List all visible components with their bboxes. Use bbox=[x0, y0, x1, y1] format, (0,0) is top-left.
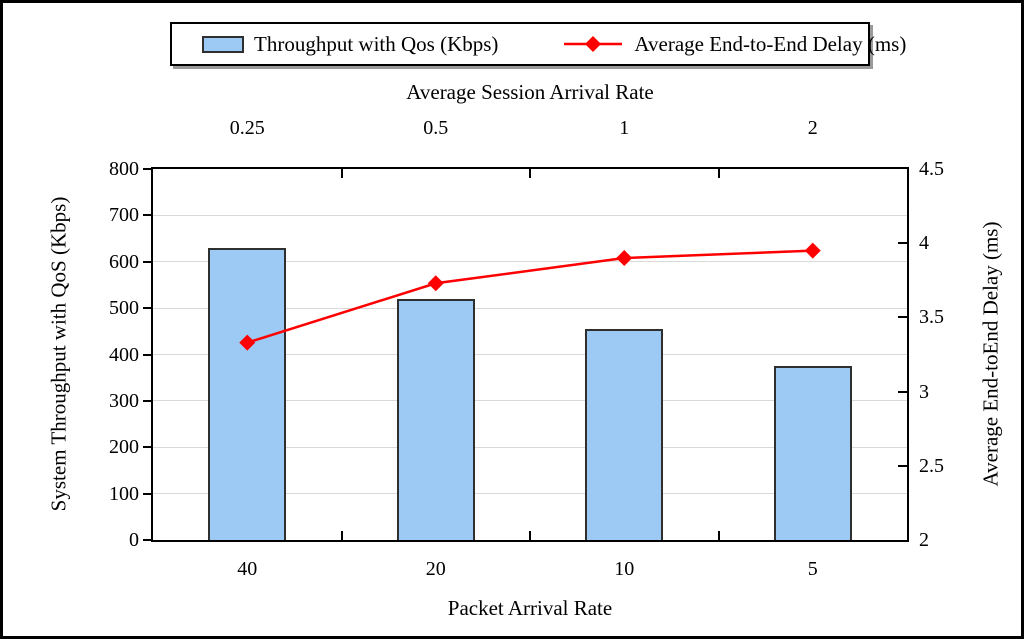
left-axis-tick bbox=[143, 492, 151, 495]
left-axis-tick bbox=[143, 539, 151, 541]
left-axis-tick-label: 100 bbox=[109, 482, 139, 505]
legend-item-delay: Average End-to-End Delay (ms) bbox=[562, 32, 906, 57]
right-axis-title: Average End-toEnd Delay (ms) bbox=[978, 221, 1003, 487]
gridline bbox=[153, 307, 907, 309]
legend-label-delay: Average End-to-End Delay (ms) bbox=[634, 31, 907, 56]
left-axis-tick bbox=[143, 446, 151, 449]
gridline bbox=[153, 493, 907, 495]
bottom-axis-tick-label: 5 bbox=[807, 558, 818, 580]
top-axis-tick-label: 0.25 bbox=[229, 117, 265, 139]
left-axis-tick bbox=[143, 399, 151, 402]
left-axis-tick bbox=[143, 353, 151, 356]
legend: Throughput with Qos (Kbps) Average End-t… bbox=[170, 22, 906, 66]
bar-5 bbox=[773, 366, 852, 540]
bottom-axis-tick-label: 10 bbox=[614, 558, 635, 580]
gridline bbox=[153, 446, 907, 448]
top-axis-tick-label: 0.5 bbox=[423, 117, 449, 139]
bar-20 bbox=[396, 298, 475, 540]
left-axis-tick-label: 300 bbox=[109, 389, 139, 412]
left-axis-tick-label: 0 bbox=[129, 529, 139, 551]
delay-point-40 bbox=[239, 334, 256, 351]
bottom-axis-title: Packet Arrival Rate bbox=[447, 596, 613, 620]
bar-10 bbox=[585, 329, 664, 540]
left-axis-tick-label: 800 bbox=[109, 158, 139, 180]
delay-point-10 bbox=[616, 250, 633, 267]
delay-line-layer bbox=[239, 242, 821, 351]
gridline bbox=[153, 400, 907, 402]
left-axis-title: System Throughput with QoS (Kbps) bbox=[46, 196, 71, 512]
left-axis-tick bbox=[143, 260, 151, 263]
top-axis-tick-label: 1 bbox=[619, 117, 630, 139]
bar-swatch-icon bbox=[202, 35, 244, 53]
left-axis-tick bbox=[143, 168, 151, 170]
right-axis-tick-label: 2 bbox=[919, 529, 929, 551]
left-axis-tick-label: 200 bbox=[109, 436, 139, 459]
top-axis-tick-label: 2 bbox=[807, 117, 818, 139]
left-axis-tick-label: 400 bbox=[109, 343, 139, 366]
right-axis-tick-label: 4.5 bbox=[919, 158, 944, 180]
legend-label-throughput: Throughput with Qos (Kbps) bbox=[254, 31, 499, 56]
bottom-axis-tick-label: 20 bbox=[425, 558, 446, 580]
bottom-axis-tick-label: 40 bbox=[237, 558, 258, 580]
gridline bbox=[153, 261, 907, 263]
left-axis-tick bbox=[143, 214, 151, 217]
left-axis-tick-label: 600 bbox=[109, 250, 139, 273]
plot-area bbox=[151, 167, 909, 542]
gridline bbox=[153, 354, 907, 355]
top-axis-title: Average Session Arrival Rate bbox=[406, 80, 654, 104]
left-axis-tick-label: 500 bbox=[109, 297, 139, 320]
delay-point-20 bbox=[427, 275, 444, 292]
delay-line bbox=[246, 249, 813, 344]
line-marker-icon bbox=[564, 36, 623, 52]
delay-point-5 bbox=[804, 242, 821, 259]
left-axis-tick-label: 700 bbox=[109, 204, 139, 227]
left-axis-tick bbox=[143, 307, 151, 310]
legend-item-throughput: Throughput with Qos (Kbps) bbox=[202, 32, 498, 57]
gridline bbox=[153, 214, 907, 216]
bar-40 bbox=[208, 247, 287, 540]
